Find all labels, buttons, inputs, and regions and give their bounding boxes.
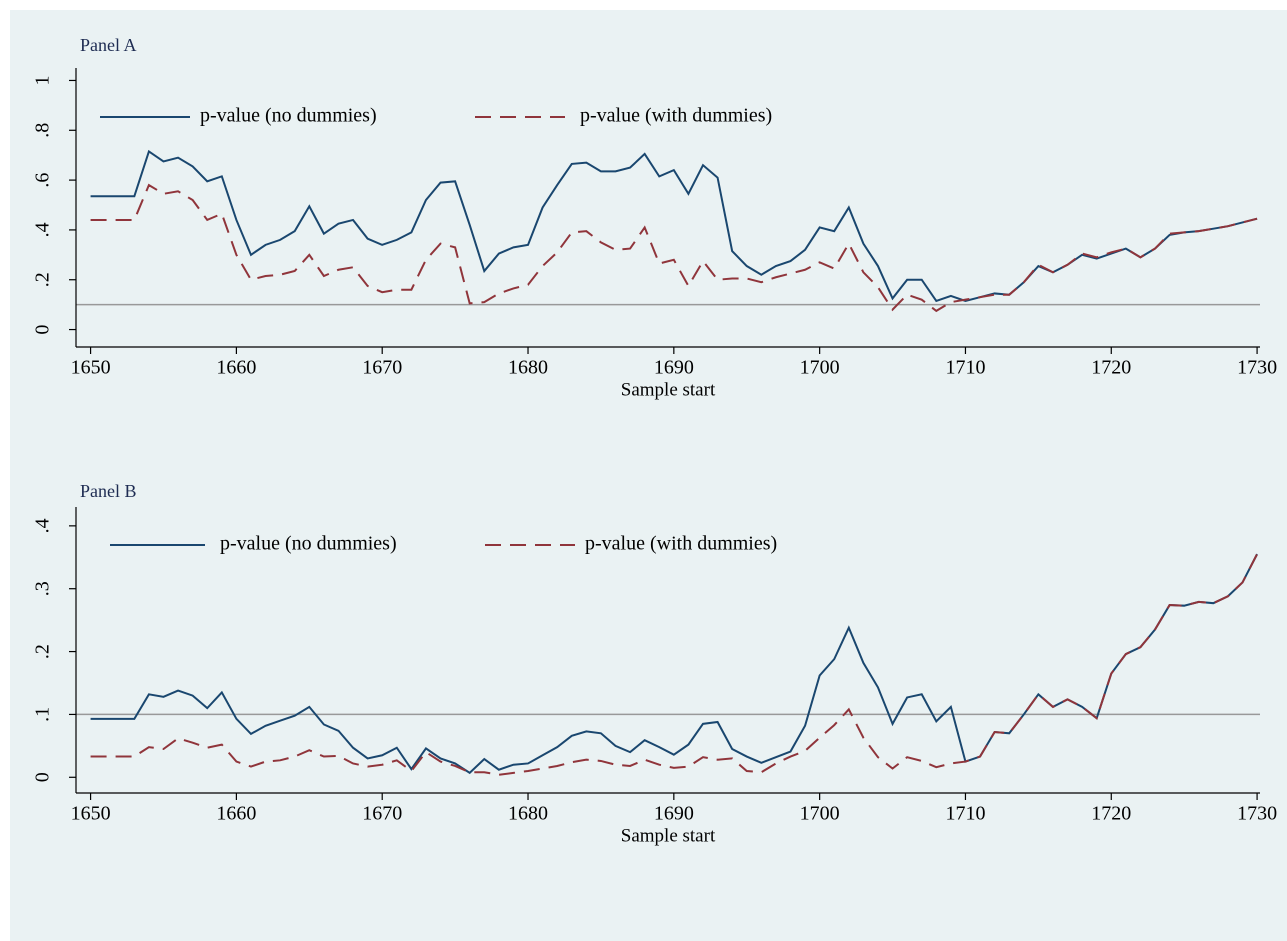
x-axis-label: Sample start <box>621 379 716 400</box>
legend-label: p-value (with dummies) <box>580 105 772 127</box>
x-tick-label: 1720 <box>1091 803 1131 825</box>
y-tick-label: 1 <box>32 75 54 85</box>
y-tick-label: 0 <box>32 325 54 335</box>
legend-label: p-value (no dummies) <box>200 105 377 127</box>
y-tick-label: .4 <box>32 222 54 237</box>
x-tick-label: 1720 <box>1091 357 1131 379</box>
x-tick-label: 1660 <box>216 357 256 379</box>
y-tick-label: .4 <box>32 518 54 533</box>
y-tick-label: .2 <box>32 272 54 287</box>
x-tick-label: 1730 <box>1237 357 1277 379</box>
x-tick-label: 1650 <box>71 803 111 825</box>
x-tick-label: 1680 <box>508 803 548 825</box>
x-tick-label: 1670 <box>362 803 402 825</box>
panel-title: Panel B <box>80 481 137 501</box>
x-tick-label: 1690 <box>654 357 694 379</box>
data-line <box>90 183 1258 313</box>
y-tick-label: 0 <box>32 772 54 782</box>
x-tick-label: 1700 <box>800 357 840 379</box>
x-tick-label: 1670 <box>362 357 402 379</box>
x-tick-label: 1650 <box>71 357 111 379</box>
x-axis-label: Sample start <box>621 825 716 846</box>
data-line <box>90 553 1258 776</box>
y-tick-label: .6 <box>32 173 54 188</box>
x-tick-label: 1710 <box>945 357 985 379</box>
x-tick-label: 1730 <box>1237 803 1277 825</box>
y-tick-label: .3 <box>32 581 54 596</box>
y-tick-label: .2 <box>32 644 54 659</box>
plot-region <box>76 507 1260 793</box>
x-tick-label: 1680 <box>508 357 548 379</box>
x-tick-label: 1700 <box>800 803 840 825</box>
plot-region <box>76 68 1260 347</box>
legend-label: p-value (with dummies) <box>585 533 777 555</box>
y-tick-label: .8 <box>32 123 54 138</box>
x-tick-label: 1660 <box>216 803 256 825</box>
legend-label: p-value (no dummies) <box>220 533 397 555</box>
x-tick-label: 1690 <box>654 803 694 825</box>
data-line <box>90 553 1258 775</box>
x-tick-label: 1710 <box>945 803 985 825</box>
y-tick-label: .1 <box>32 707 54 722</box>
panel-title: Panel A <box>80 35 137 55</box>
